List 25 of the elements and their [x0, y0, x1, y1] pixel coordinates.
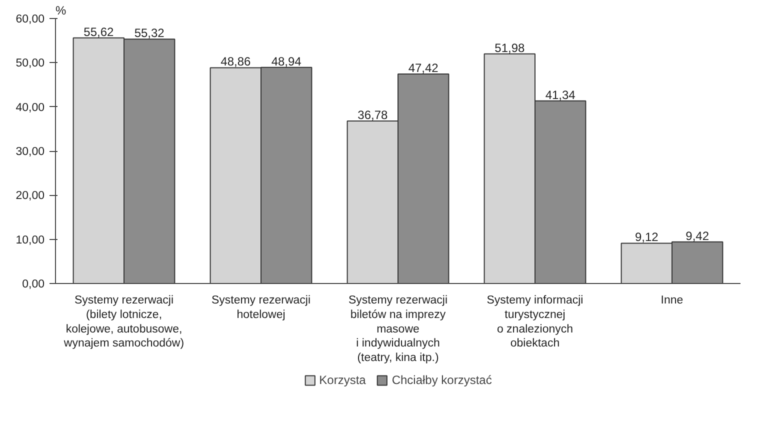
y-tick-label: 40,00	[16, 102, 45, 114]
data-label: 48,94	[271, 54, 302, 68]
x-tick-label: Systemy informacji turystycznej o znalezionych obiektach	[486, 294, 584, 350]
data-label: 41,34	[545, 88, 576, 102]
legend-label: Chciałby korzystać	[392, 373, 492, 387]
y-tick-label: 50,00	[16, 58, 45, 70]
data-label: 48,86	[220, 54, 251, 69]
y-tick-label: 60,00	[16, 14, 45, 26]
y-axis-title: %	[56, 4, 66, 18]
x-tick-label: Systemy rezerwacji biletów na imprezy masowe i indywidualnych (teatry, kina itp.)	[348, 294, 448, 364]
y-tick-label: 0,00	[22, 278, 45, 290]
data-label: 36,78	[358, 108, 388, 122]
data-label: 9,42	[686, 228, 710, 243]
x-tick-label: Systemy rezerwacji (bilety lotnicze, kolejowe, autobusowe, wynajem samochodów)	[62, 294, 184, 350]
y-tick-label: 30,00	[16, 146, 45, 158]
data-label: 55,32	[134, 26, 165, 40]
data-label: 9,12	[634, 230, 659, 244]
x-tick-label: Systemy rezerwacji hotelowej	[211, 294, 311, 321]
data-label: 47,42	[408, 61, 439, 76]
x-tick-label: Inne	[660, 294, 684, 306]
y-tick-label: 10,00	[16, 234, 45, 246]
y-tick-label: 20,00	[16, 190, 45, 202]
data-label: 55,62	[84, 24, 114, 39]
legend-label: Korzysta	[319, 373, 366, 387]
data-label: 51,98	[494, 40, 525, 55]
